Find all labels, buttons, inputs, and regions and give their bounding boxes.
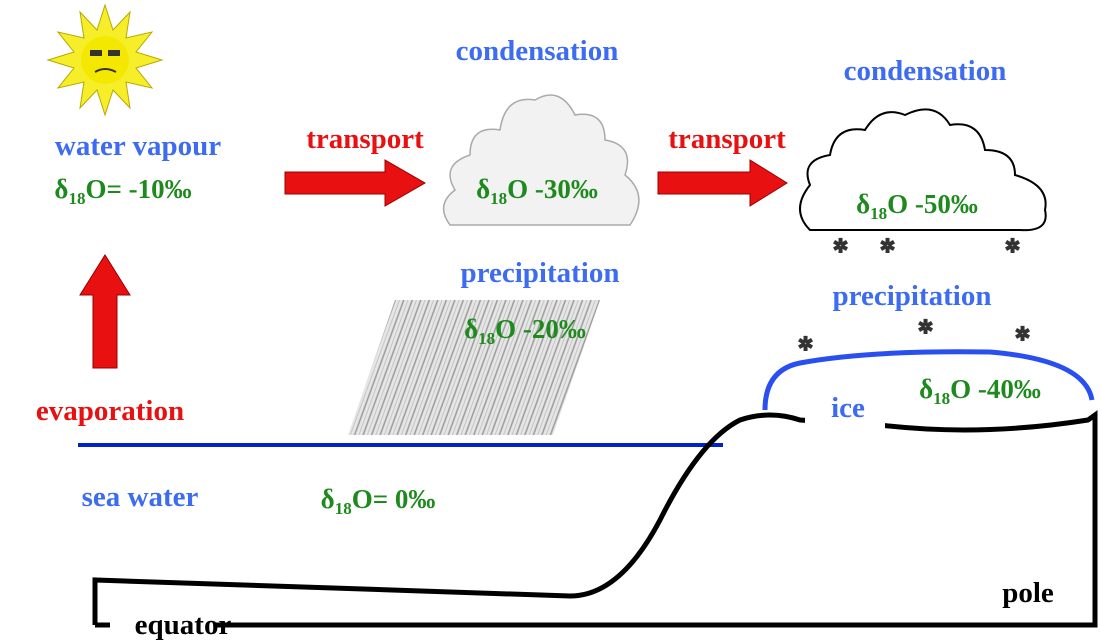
value: O= 0‰ xyxy=(352,484,436,514)
cloud xyxy=(444,95,639,225)
symbol: δ xyxy=(856,189,870,219)
value: O -30‰ xyxy=(507,174,598,204)
value: O= -10‰ xyxy=(85,174,191,204)
svg-text:✲: ✲ xyxy=(833,236,848,256)
value: O -40‰ xyxy=(950,374,1041,404)
subscript: 18 xyxy=(870,204,887,223)
svg-text:✲: ✲ xyxy=(798,334,813,354)
isotope-label: δ18O -40‰ xyxy=(919,374,1041,408)
symbol: δ xyxy=(476,174,490,204)
value: O -20‰ xyxy=(495,314,586,344)
subscript: 18 xyxy=(68,189,85,208)
subscript: 18 xyxy=(335,499,352,518)
symbol: δ xyxy=(919,374,933,404)
label: equator xyxy=(135,609,232,641)
label: ice xyxy=(831,392,865,424)
svg-text:✲: ✲ xyxy=(880,236,895,256)
subscript: 18 xyxy=(490,189,507,208)
label: transport xyxy=(306,123,424,155)
symbol: δ xyxy=(321,484,335,514)
subscript: 18 xyxy=(933,389,950,408)
arrow xyxy=(285,160,425,206)
svg-text:✲: ✲ xyxy=(1015,324,1030,344)
sun xyxy=(48,5,162,115)
label: precipitation xyxy=(833,280,992,312)
symbol: δ xyxy=(54,174,68,204)
label: sea water xyxy=(82,481,199,513)
symbol: δ xyxy=(464,314,478,344)
arrow xyxy=(80,255,130,368)
svg-text:✲: ✲ xyxy=(1005,236,1020,256)
label: condensation xyxy=(456,35,619,67)
label: evaporation xyxy=(36,395,184,427)
isotope-label: δ18O= 0‰ xyxy=(321,484,436,518)
arrow xyxy=(658,160,787,206)
label: precipitation xyxy=(461,257,620,289)
value: O -50‰ xyxy=(887,189,978,219)
svg-text:✲: ✲ xyxy=(918,317,933,337)
isotope-label: δ18O= -10‰ xyxy=(54,174,191,208)
label: condensation xyxy=(844,55,1007,87)
label: water vapour xyxy=(55,130,221,162)
label: pole xyxy=(1002,577,1054,609)
diagram: ✲ ✲ ✲ ✲ ✲ ✲ water vapour transport condensat… xyxy=(0,0,1101,641)
label: transport xyxy=(668,123,786,155)
subscript: 18 xyxy=(478,329,495,348)
